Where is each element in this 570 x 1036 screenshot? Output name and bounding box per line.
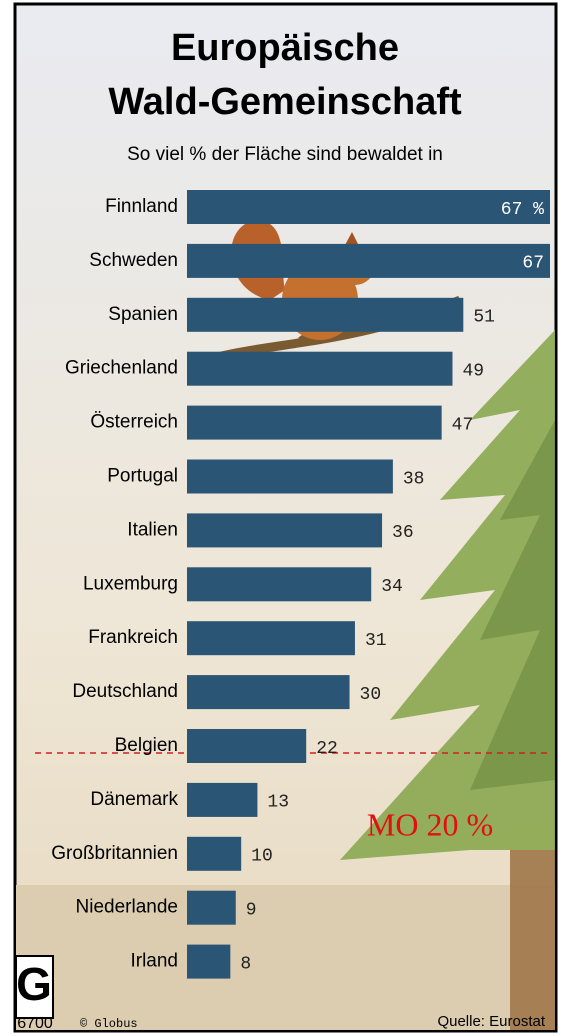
category-label: Dänemark: [90, 789, 178, 810]
bar: [187, 405, 442, 440]
value-label: 67 %: [501, 200, 544, 220]
value-label: 47: [452, 415, 474, 435]
bar: [187, 567, 372, 602]
annotation: MO 20 %: [367, 806, 493, 842]
bar: [187, 729, 307, 763]
value-label: 34: [381, 577, 403, 597]
category-label: Deutschland: [72, 681, 178, 702]
value-label: 10: [251, 847, 273, 867]
category-label: Frankreich: [88, 627, 178, 648]
category-label: Irland: [130, 951, 178, 972]
logo: G: [16, 958, 52, 1010]
category-label: Belgien: [115, 735, 178, 756]
bar: [187, 513, 383, 548]
bar: [187, 243, 550, 278]
value-label: 30: [360, 685, 382, 705]
value-label: 8: [240, 954, 251, 974]
value-label: 31: [365, 631, 387, 651]
bar: [187, 675, 350, 710]
value-label: 22: [316, 739, 338, 759]
bar: [187, 782, 258, 817]
category-label: Niederlande: [76, 897, 178, 918]
category-label: Luxemburg: [83, 573, 178, 594]
number: 6700: [17, 1015, 53, 1032]
category-label: Griechenland: [65, 358, 178, 379]
tree: [340, 330, 555, 1030]
category-label: Spanien: [108, 304, 178, 325]
value-label: 51: [473, 308, 495, 328]
ground: [16, 885, 555, 1030]
value-label: 13: [267, 793, 289, 813]
bar: [187, 190, 550, 224]
category-label: Italien: [127, 519, 178, 540]
chart-title: Wald-Gemeinschaft: [108, 81, 462, 123]
bar: [187, 297, 464, 332]
value-label: 67: [522, 254, 544, 274]
chart-subtitle: So viel % der Fläche sind bewaldet in: [127, 144, 443, 165]
bar: [187, 944, 231, 979]
bar: [187, 890, 236, 925]
category-label: Großbritannien: [51, 843, 178, 864]
value-label: 36: [392, 523, 414, 543]
category-label: Finnland: [105, 196, 178, 217]
value-label: 9: [246, 900, 257, 920]
chart-title: Europäische: [171, 27, 399, 69]
bar: [187, 351, 453, 386]
bar: [187, 836, 242, 871]
credit: © Globus: [80, 1017, 138, 1031]
category-label: Schweden: [89, 250, 178, 271]
bar: [187, 621, 355, 656]
value-label: 38: [403, 469, 425, 489]
value-label: 49: [462, 361, 484, 381]
category-label: Österreich: [90, 412, 178, 433]
category-label: Portugal: [107, 466, 178, 487]
bar: [187, 459, 393, 494]
source: Quelle: Eurostat: [437, 1013, 545, 1030]
logo-box: [15, 955, 54, 1019]
